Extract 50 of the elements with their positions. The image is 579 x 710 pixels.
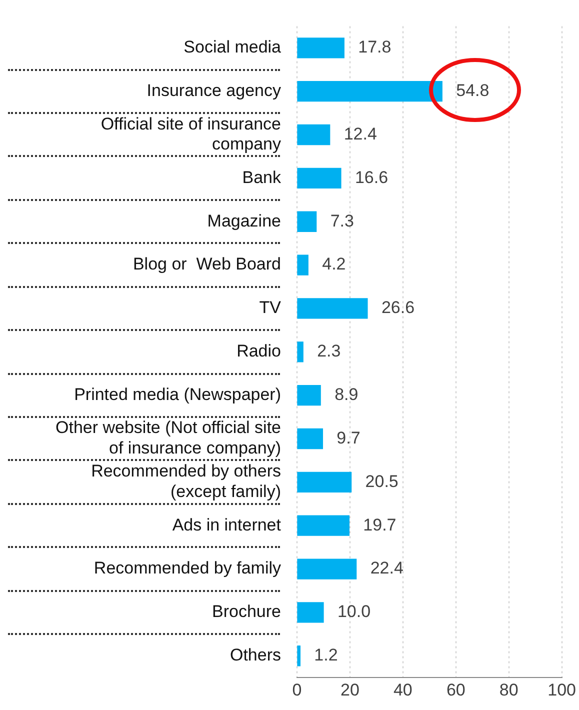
bar <box>297 428 324 450</box>
data-label: 20.5 <box>365 472 398 491</box>
bar <box>297 558 357 580</box>
x-tick-label: 40 <box>393 680 412 700</box>
data-label: 12.4 <box>344 124 377 144</box>
y-tick-label: Official site of insurance company <box>100 114 282 154</box>
x-tick-label: 80 <box>499 680 518 700</box>
y-tick-label: Social media <box>184 38 282 57</box>
bar <box>297 254 308 276</box>
y-tick-label: Others <box>230 646 281 665</box>
y-tick-label: Bank <box>242 168 282 187</box>
data-label: 8.9 <box>334 385 358 404</box>
data-label: 22.4 <box>370 558 404 578</box>
bar <box>297 38 344 58</box>
data-label: 2.3 <box>317 342 341 361</box>
y-tick-label: Radio <box>236 342 281 361</box>
data-label: 54.8 <box>456 81 490 100</box>
bar <box>297 515 350 536</box>
bar <box>297 472 352 493</box>
bar <box>297 211 317 232</box>
bar <box>297 124 330 146</box>
bar <box>297 646 301 666</box>
y-tick-label: Printed media (Newspaper) <box>74 385 281 404</box>
y-tick-label: Ads in internet <box>172 515 282 534</box>
data-label: 4.2 <box>322 254 346 274</box>
y-tick-label: Brochure <box>212 602 281 622</box>
data-label: 1.2 <box>314 646 338 665</box>
y-tick-label: Magazine <box>207 211 281 230</box>
x-tick-label: 20 <box>340 680 360 700</box>
bar <box>297 168 342 189</box>
bar <box>297 384 321 406</box>
y-tick-label: Insurance agency <box>146 81 282 100</box>
data-label: 16.6 <box>354 168 388 187</box>
data-label: 17.8 <box>358 38 392 57</box>
x-tick-label: 0 <box>292 680 302 700</box>
y-tick-label: TV <box>259 298 282 318</box>
data-label: 19.7 <box>363 515 396 534</box>
data-label: 26.6 <box>381 298 415 318</box>
y-tick-label: Other website (Not official site of insurance company) <box>56 418 281 458</box>
x-tick-label: 60 <box>446 680 466 700</box>
y-tick-label: Recommended by others (except family) <box>91 462 281 502</box>
bar <box>297 602 324 623</box>
data-label: 9.7 <box>336 428 360 448</box>
x-tick-label: 100 <box>548 680 576 700</box>
data-label: 10.0 <box>337 602 371 622</box>
y-tick-label: Blog or Web Board <box>132 254 281 274</box>
bar <box>297 342 304 362</box>
bar <box>297 298 368 319</box>
data-label: 7.3 <box>330 211 354 230</box>
y-tick-label: Recommended by family <box>94 558 282 578</box>
